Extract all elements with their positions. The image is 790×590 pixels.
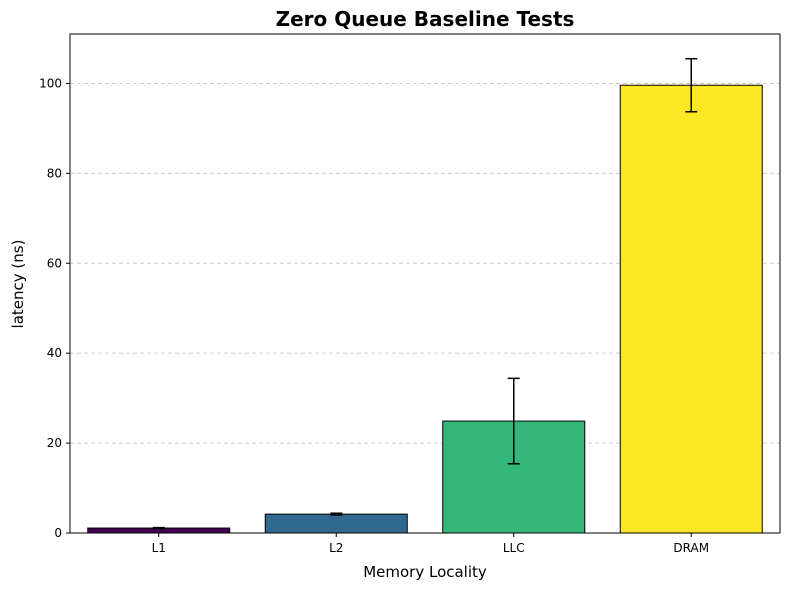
plot-frame <box>69 33 781 534</box>
error-bar-l1 <box>152 526 165 530</box>
bar-dram <box>619 84 763 534</box>
y-tick-label: 80 <box>47 166 62 180</box>
chart-title: Zero Queue Baseline Tests <box>276 7 575 31</box>
x-tick-label: L1 <box>152 541 166 555</box>
y-tick-label: 20 <box>47 436 62 450</box>
error-bar-dram <box>685 57 698 113</box>
x-tick-label: DRAM <box>673 541 709 555</box>
y-tick-label: 60 <box>47 256 62 270</box>
x-axis-ticks: L1 L2 LLC DRAM <box>152 533 709 555</box>
y-axis-ticks: 0 20 40 60 80 100 <box>39 76 70 540</box>
error-bar-l2 <box>330 512 343 516</box>
bar-l2 <box>264 513 408 534</box>
y-axis-label: latency (ns) <box>9 240 27 329</box>
x-tick-label: LLC <box>503 541 525 555</box>
y-tick-label: 40 <box>47 346 62 360</box>
y-tick-label: 0 <box>54 526 62 540</box>
bars <box>87 84 763 534</box>
x-tick-label: L2 <box>329 541 343 555</box>
error-bars <box>152 57 698 530</box>
error-bar-llc <box>507 377 520 465</box>
y-tick-label: 100 <box>39 76 62 90</box>
x-axis-label: Memory Locality <box>363 563 487 581</box>
